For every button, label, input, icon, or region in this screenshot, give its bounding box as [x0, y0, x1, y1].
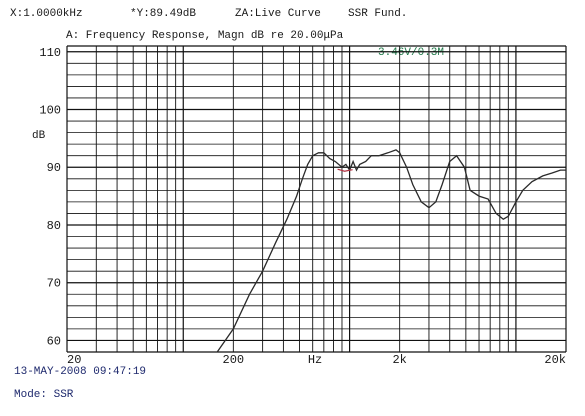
y-axis-label: dB [32, 130, 46, 142]
y-tick-label: 90 [47, 161, 61, 175]
y-tick-label: 80 [47, 219, 61, 233]
y-tick-label: 70 [47, 277, 61, 291]
z-readout: ZA:Live Curve [235, 8, 321, 20]
chart-title: A: Frequency Response, Magn dB re 20.00μ… [66, 30, 344, 42]
x-tick-label: 20 [67, 353, 81, 367]
x-tick-label: 20k [544, 353, 566, 367]
mode-title: SSR Fund. [348, 8, 408, 20]
chart-annotation: 3.46V/0.3M [378, 47, 445, 59]
x-tick-label: 200 [223, 353, 245, 367]
timestamp: 13-MAY-2008 09:47:19 [14, 366, 147, 378]
y-readout: *Y:89.49dB [130, 8, 197, 20]
x-tick-labels: 20 200 Hz 2k 20k [67, 353, 566, 367]
y-tick-label: 60 [47, 334, 61, 348]
response-curve [216, 149, 566, 353]
y-tick-labels: 60 70 80 90 100 110 [39, 46, 61, 349]
cursor-marker [337, 168, 353, 172]
x-tick-label: Hz [308, 353, 322, 367]
x-readout: X:1.0000kHz [10, 8, 83, 20]
y-tick-label: 100 [39, 104, 61, 118]
y-tick-label: 110 [39, 46, 61, 60]
grid [66, 45, 567, 353]
mode-label: Mode: SSR [14, 389, 74, 401]
x-tick-label: 2k [392, 353, 406, 367]
